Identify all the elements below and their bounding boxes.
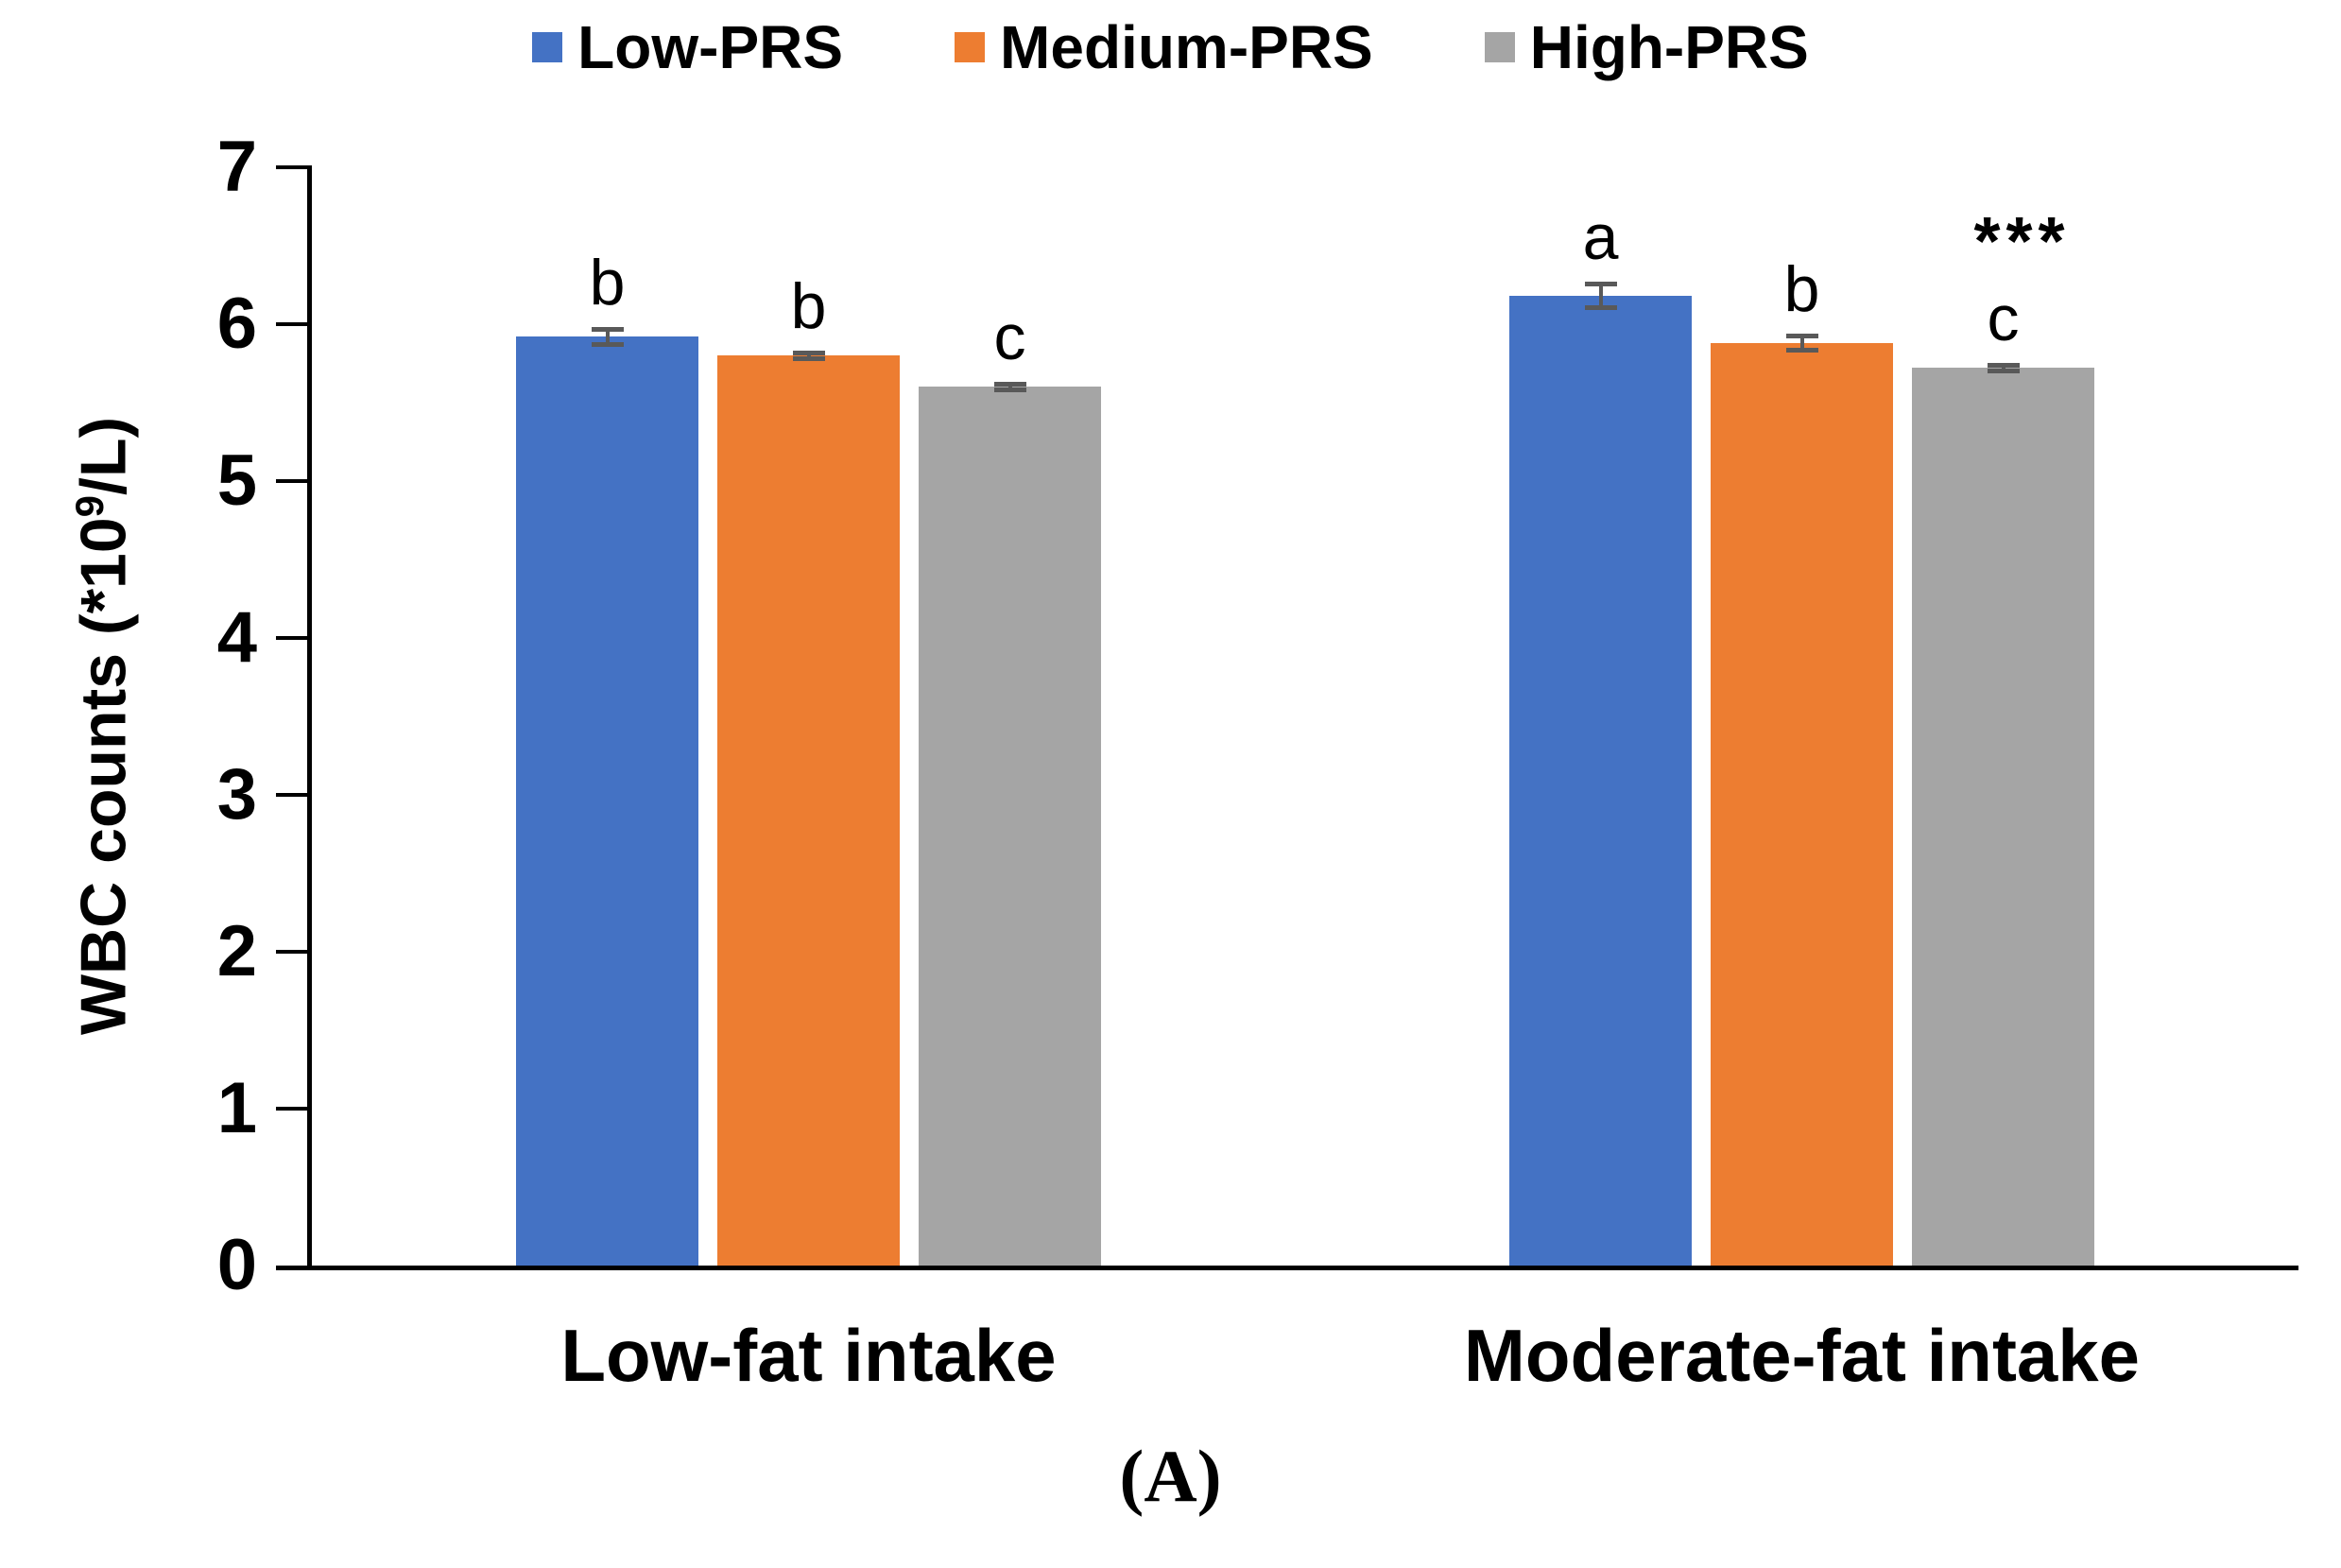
legend-swatch-high-prs xyxy=(1484,32,1515,62)
y-tick-mark xyxy=(276,1107,312,1111)
bar-low-prs-moderate-fat-intake xyxy=(1509,296,1692,1266)
error-bar-cap-top xyxy=(1987,363,2020,369)
panel-label: (A) xyxy=(1119,1435,1222,1517)
y-tick-label: 5 xyxy=(216,440,257,521)
error-bar-cap-top xyxy=(792,350,825,355)
y-tick-label: 4 xyxy=(216,597,257,678)
y-tick-label: 7 xyxy=(216,127,257,207)
error-bar-line xyxy=(2001,365,2005,371)
legend-label-medium-prs: Medium-PRS xyxy=(1000,13,1373,81)
y-tick-mark xyxy=(276,793,312,797)
sig-letter-b-medium-prs: b xyxy=(1783,252,1820,325)
y-tick-label: 3 xyxy=(216,754,257,835)
bar-high-prs-low-fat-intake xyxy=(919,387,1101,1266)
error-bar-cap-top xyxy=(591,326,624,332)
error-bar-cap-bottom xyxy=(591,341,624,347)
legend-item-high-prs: High-PRS xyxy=(1484,13,1809,81)
legend-item-low-prs: Low-PRS xyxy=(532,17,843,78)
error-bar-cap-bottom xyxy=(1987,368,2020,373)
error-bar-cap-top xyxy=(993,382,1026,388)
x-axis-line xyxy=(276,1266,2298,1270)
sig-letter-b-medium-prs: b xyxy=(790,269,827,342)
y-tick-mark xyxy=(276,479,312,483)
legend-swatch-medium-prs xyxy=(955,32,986,62)
legend-swatch-low-prs xyxy=(532,32,563,62)
error-bar-line xyxy=(1598,283,1603,309)
error-bar-line xyxy=(605,328,610,345)
y-tick-label: 0 xyxy=(216,1225,257,1305)
error-bar-cap-top xyxy=(1785,333,1818,338)
y-tick-label: 1 xyxy=(216,1068,257,1148)
legend-label-low-prs: Low-PRS xyxy=(577,13,844,81)
bar-low-prs-low-fat-intake xyxy=(516,336,698,1266)
bar-high-prs-moderate-fat-intake xyxy=(1912,368,2094,1266)
error-bar-cap-bottom xyxy=(1785,348,1818,353)
y-axis-line xyxy=(307,167,312,1270)
sig-letter-c-high-prs: c xyxy=(1987,283,2020,355)
legend-label-high-prs: High-PRS xyxy=(1529,13,1809,81)
error-bar-cap-bottom xyxy=(993,387,1026,392)
sig-letter-c-high-prs: c xyxy=(993,302,1026,374)
y-tick-mark xyxy=(276,636,312,640)
y-tick-label: 2 xyxy=(216,911,257,991)
x-category-label-moderate-fat: Moderate-fat intake xyxy=(1463,1314,2141,1397)
y-tick-mark xyxy=(276,165,312,169)
error-bar-cap-top xyxy=(1584,281,1617,286)
y-tick-label: 6 xyxy=(216,284,257,364)
error-bar-line xyxy=(806,352,811,359)
error-bar-cap-bottom xyxy=(1584,305,1617,311)
sig-letter-a-low-prs: a xyxy=(1582,200,1619,273)
bar-medium-prs-low-fat-intake xyxy=(717,355,900,1266)
significance-stars: *** xyxy=(1973,204,2071,281)
error-bar-cap-bottom xyxy=(792,355,825,361)
chart-legend: Low-PRS Medium-PRS High-PRS xyxy=(0,17,2341,78)
error-bar-line xyxy=(1799,335,1804,352)
bar-medium-prs-moderate-fat-intake xyxy=(1711,342,1893,1266)
legend-item-medium-prs: Medium-PRS xyxy=(955,17,1373,78)
sig-letter-b-low-prs: b xyxy=(589,246,626,319)
y-tick-mark xyxy=(276,322,312,326)
error-bar-line xyxy=(1007,384,1012,390)
x-category-label-low-fat: Low-fat intake xyxy=(560,1314,1057,1397)
y-tick-mark xyxy=(276,950,312,954)
